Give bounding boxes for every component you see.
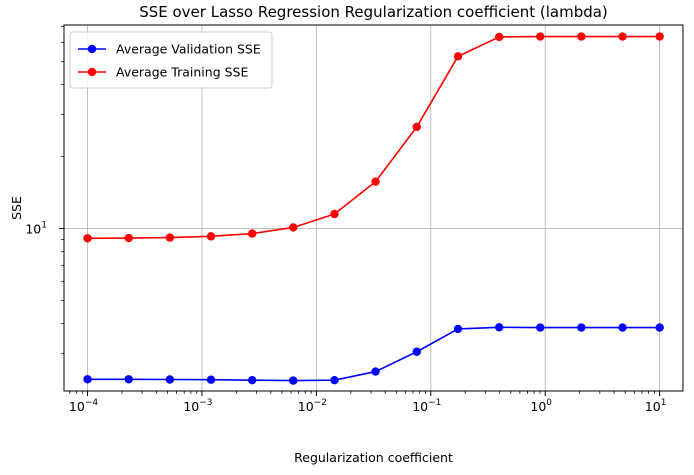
x-tick-label-exponent: −3: [199, 398, 212, 408]
legend: Average Validation SSE Average Training …: [69, 31, 273, 89]
training-sse-point: [655, 32, 664, 41]
training-sse-point: [206, 232, 216, 241]
training-sse-point: [577, 32, 586, 41]
series-layer: [83, 32, 664, 385]
validation-sse-point: [83, 375, 92, 384]
x-tick-label-exponent: 0: [546, 398, 552, 408]
training-sse-point: [248, 229, 257, 238]
legend-training-marker: [87, 67, 97, 77]
training-sse-point: [371, 177, 380, 186]
validation-sse-point: [577, 323, 586, 332]
chart-title: SSE over Lasso Regression Regularization…: [139, 3, 608, 21]
validation-sse-point: [289, 376, 298, 385]
x-tick-label-exponent: −1: [428, 398, 441, 408]
legend-validation-marker: [87, 44, 97, 54]
x-tick-label-exponent: −4: [85, 398, 99, 408]
training-sse-point: [289, 223, 298, 232]
training-sse-point: [83, 234, 92, 243]
legend-training-label: Average Training SSE: [116, 65, 248, 80]
validation-sse-point: [494, 323, 504, 332]
validation-sse-point: [412, 347, 421, 356]
training-sse-point: [412, 122, 421, 132]
validation-sse-point: [330, 375, 339, 385]
axes-frame: [63, 24, 684, 392]
x-tick-label-exponent: −2: [314, 398, 327, 408]
training-sse-point: [453, 52, 463, 61]
validation-sse-point: [165, 375, 175, 384]
validation-sse-point: [248, 375, 257, 385]
validation-sse-point: [655, 323, 664, 332]
training-sse-point: [494, 32, 504, 42]
training-sse-point: [618, 32, 627, 41]
validation-sse-point: [124, 375, 133, 384]
training-sse-point: [124, 233, 133, 243]
y-tick-label-exponent: 1: [41, 220, 47, 230]
training-sse-point: [330, 209, 339, 219]
y-axis-label: SSE: [9, 196, 24, 220]
validation-sse-point: [206, 375, 216, 384]
legend-box: [69, 31, 273, 89]
training-sse-point: [165, 233, 175, 242]
validation-sse-point: [371, 367, 380, 376]
validation-sse-point: [618, 323, 627, 332]
legend-validation-label: Average Validation SSE: [116, 42, 261, 57]
training-sse-point: [536, 32, 545, 41]
x-tick-label-exponent: 1: [661, 398, 667, 408]
x-axis-label: Regularization coefficient: [294, 450, 453, 465]
validation-sse-point: [453, 324, 463, 334]
validation-sse-point: [536, 323, 545, 332]
